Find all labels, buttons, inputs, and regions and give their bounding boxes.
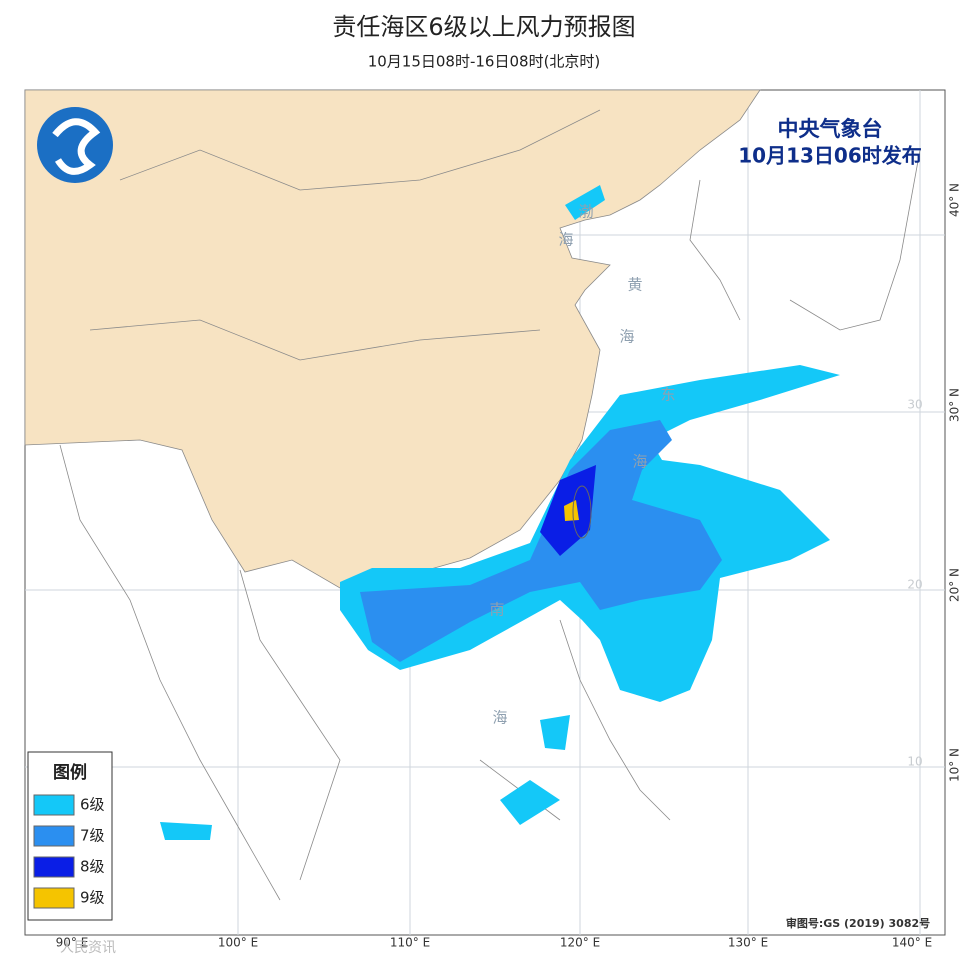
subtitle: 10月15日08时-16日08时(北京时) — [368, 53, 601, 71]
lon-label: 100° E — [218, 936, 258, 950]
legend-title: 图例 — [53, 762, 87, 783]
grid-label: 10 — [907, 755, 922, 769]
wind-area-7 — [360, 420, 722, 662]
taiwan-outline — [572, 485, 592, 539]
title: 责任海区6级以上风力预报图 — [332, 13, 635, 41]
lon-label: 120° E — [560, 936, 600, 950]
lat-label: 10° N — [948, 748, 962, 782]
legend: 图例 6级 7级 8级 9级 — [27, 751, 113, 921]
lon-label: 130° E — [728, 936, 768, 950]
wind-areas — [160, 185, 840, 840]
sea-label: 黄 — [627, 276, 642, 294]
legend-label: 6级 — [80, 796, 105, 814]
watermark: 人民资讯 — [60, 940, 116, 956]
approval: 审图号:GS (2019) 3082号 — [786, 916, 930, 930]
issuer-name: 中央气象台 — [778, 117, 883, 141]
sea-label: 南 — [489, 601, 504, 619]
legend-swatch — [33, 856, 75, 878]
lat-label: 20° N — [948, 568, 962, 602]
lat-labels: 40° N 30° N 20° N 10° N — [948, 183, 962, 782]
grid-label: 20 — [907, 578, 922, 592]
legend-swatch — [33, 887, 75, 909]
sea-label: 东 — [660, 386, 675, 404]
wind-area-9 — [564, 500, 579, 521]
sea-label: 海 — [619, 328, 634, 346]
issuer-time: 10月13日06时发布 — [738, 144, 922, 168]
sea-label: 渤 — [578, 203, 593, 221]
lon-labels: 90° E 100° E 110° E 120° E 130° E 140° E — [56, 936, 932, 950]
lon-label: 140° E — [892, 936, 932, 950]
grid-label: 30 — [907, 398, 922, 412]
legend-label: 8级 — [80, 858, 105, 876]
lat-label: 30° N — [948, 388, 962, 422]
sea-label: 海 — [632, 453, 647, 471]
lat-label: 40° N — [948, 183, 962, 217]
logo — [37, 107, 113, 183]
legend-label: 9级 — [80, 889, 105, 907]
sea-label: 海 — [558, 231, 573, 249]
grid-labels: 30 20 10 — [907, 398, 922, 769]
lon-label: 90° E — [56, 936, 89, 950]
legend-swatch — [33, 794, 75, 816]
legend-items: 6级 7级 8级 9级 — [33, 794, 105, 909]
lon-label: 110° E — [390, 936, 430, 950]
legend-swatch — [33, 825, 75, 847]
wind-area-6 — [160, 185, 840, 840]
legend-label: 7级 — [80, 827, 105, 845]
sea-label: 海 — [492, 709, 507, 727]
